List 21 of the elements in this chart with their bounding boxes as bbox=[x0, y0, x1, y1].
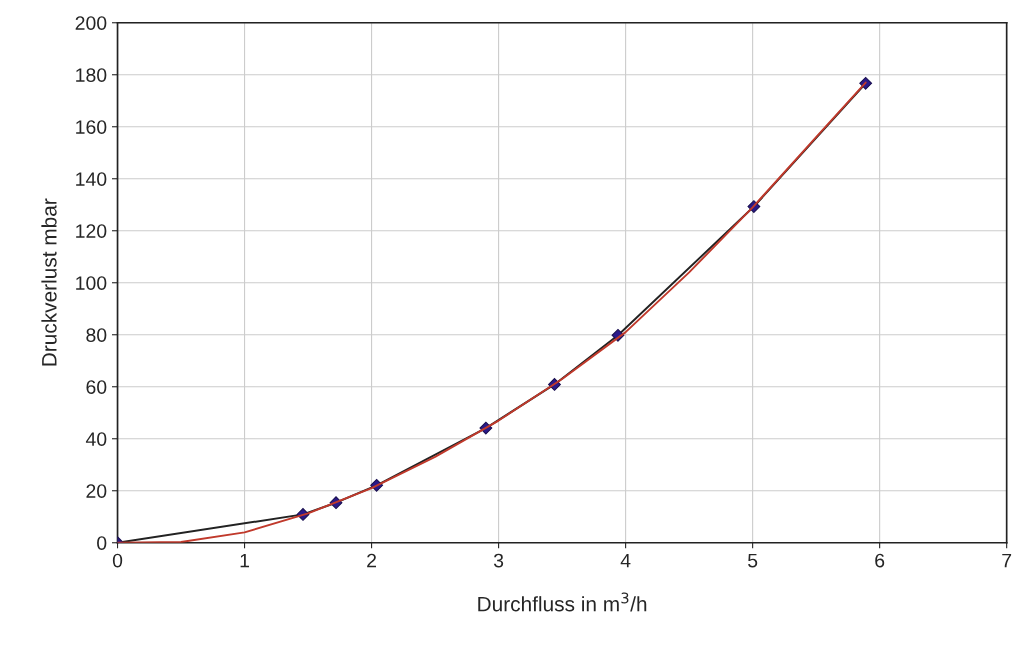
x-tick-label: 4 bbox=[620, 553, 631, 568]
y-tick-label: 20 bbox=[86, 484, 107, 498]
x-tick-label: 2 bbox=[367, 553, 376, 568]
y-tick-label: 200 bbox=[75, 16, 107, 30]
x-tick-label: 0 bbox=[112, 553, 123, 568]
x-tick-label: 5 bbox=[748, 553, 758, 568]
y-tick-label: 120 bbox=[76, 224, 107, 238]
y-axis-title: Druckverlust mbar bbox=[41, 198, 57, 366]
y-tick-label: 60 bbox=[86, 380, 107, 394]
y-tick-label: 0 bbox=[97, 536, 107, 550]
y-tick-label: 40 bbox=[85, 432, 107, 446]
y-tick-label: 160 bbox=[76, 120, 107, 134]
y-tick-label: 140 bbox=[76, 172, 107, 186]
y-tick-label: 80 bbox=[86, 328, 107, 342]
x-tick-label: 1 bbox=[240, 553, 250, 568]
x-tick-label: 6 bbox=[875, 553, 885, 568]
x-axis-title: Durchfluss in m$^{3}$/h bbox=[478, 592, 647, 612]
y-tick-label: 100 bbox=[76, 276, 107, 290]
x-tick-label: 7 bbox=[1002, 553, 1012, 568]
x-tick-label: 3 bbox=[493, 553, 504, 568]
y-tick-label: 180 bbox=[76, 68, 107, 82]
